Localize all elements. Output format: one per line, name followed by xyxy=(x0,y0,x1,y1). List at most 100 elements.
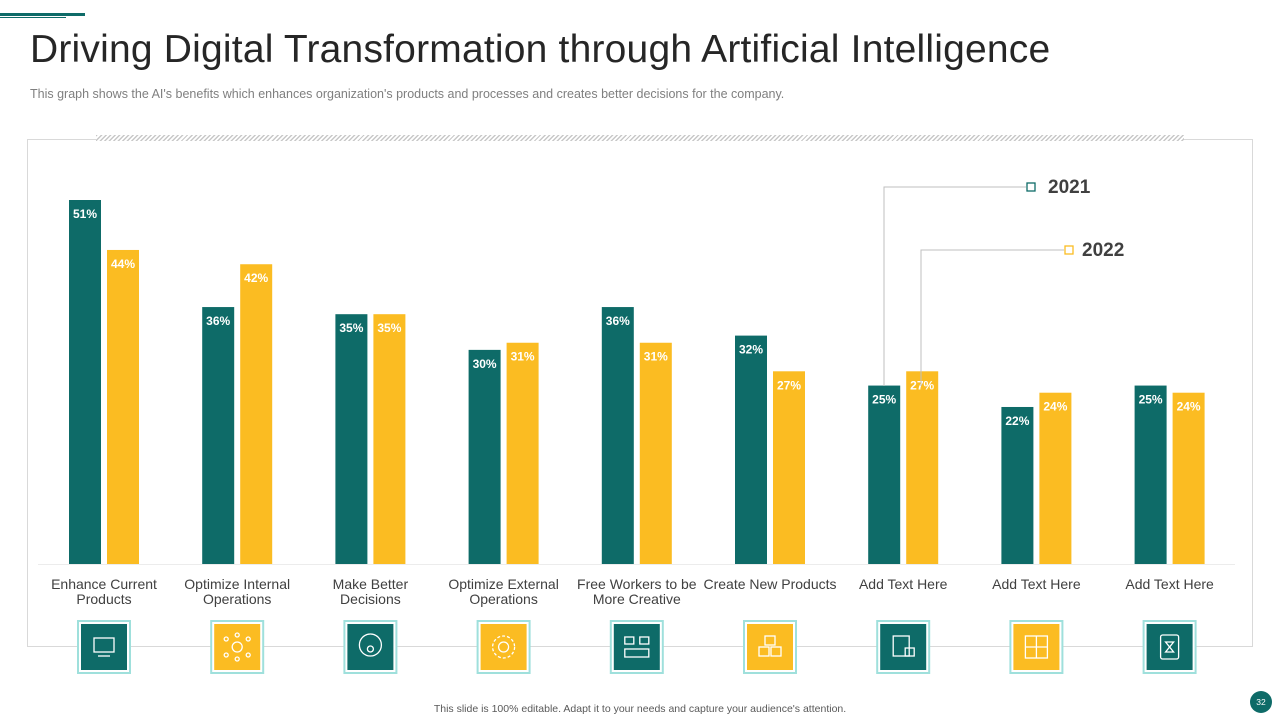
page-title: Driving Digital Transformation through A… xyxy=(30,28,1051,71)
bar-2022-7 xyxy=(906,371,939,564)
legend-swatch-2022 xyxy=(1064,245,1074,255)
legend-leader-line-2022 xyxy=(920,249,1064,386)
network-hub-icon-tile xyxy=(214,624,261,670)
data-label-2022-4: 31% xyxy=(511,350,535,364)
secure-printer-icon-glyph xyxy=(892,635,910,657)
bar-group-2: 36% 42% xyxy=(202,264,273,564)
network-hub-icon-glyph-node-1 xyxy=(245,636,251,642)
team-idea-icon-tile xyxy=(347,624,394,670)
bar-2021-4 xyxy=(468,349,501,564)
category-label-8: Add Text Here xyxy=(992,576,1081,592)
legend-label-2022: 2022 xyxy=(1082,240,1124,261)
bar-2022-3 xyxy=(373,314,406,564)
category-label-9: Add Text Here xyxy=(1125,576,1214,592)
data-label-2022-6: 27% xyxy=(777,378,801,392)
network-hub-icon-glyph-node-5 xyxy=(234,656,240,662)
category-label-2: Optimize Internal Operations xyxy=(184,576,290,607)
bar-group-3: 35% 35% xyxy=(335,314,406,564)
hourglass-phone-icon xyxy=(1142,620,1197,674)
meeting-chat-icon-glyph xyxy=(624,636,635,645)
data-label-2021-9: 25% xyxy=(1139,393,1163,407)
gear-cog-icon-glyph-hub xyxy=(497,641,510,653)
monitor-box-icon xyxy=(77,620,131,674)
bar-2022-6 xyxy=(773,371,805,564)
title-accent-line xyxy=(0,13,85,16)
data-label-2021-2: 36% xyxy=(206,314,230,328)
network-hub-icon xyxy=(210,620,265,674)
legend-leader-line-2021 xyxy=(883,186,1026,386)
data-label-2022-7: 27% xyxy=(910,378,934,392)
product-boxes-icon-tile xyxy=(747,624,793,670)
footer-note: This slide is 100% editable. Adapt it to… xyxy=(433,703,847,715)
hourglass-phone-icon-glyph-hourglass xyxy=(1164,641,1175,653)
bar-2021-8 xyxy=(1001,406,1034,564)
category-label-3: Make Better Decisions xyxy=(333,576,409,607)
bar-2022-9 xyxy=(1172,392,1205,564)
bar-2021-3 xyxy=(335,314,368,564)
legend-swatch-2021 xyxy=(1026,182,1036,192)
bar-2021-6 xyxy=(735,335,767,564)
category-label-7: Add Text Here xyxy=(859,576,948,592)
team-idea-icon-glyph-head xyxy=(366,645,375,653)
data-label-2022-5: 31% xyxy=(644,350,668,364)
bar-group-5: 36% 31% xyxy=(601,307,672,564)
secure-printer-icon xyxy=(876,620,931,674)
data-label-2021-1: 51% xyxy=(73,207,97,221)
category-label-5: Free Workers to be More Creative xyxy=(577,576,697,607)
data-label-2021-3: 35% xyxy=(339,321,363,335)
bar-2021-1 xyxy=(69,200,101,564)
bar-2022-5 xyxy=(639,342,672,564)
bar-2021-7 xyxy=(868,385,901,564)
product-boxes-icon-glyph xyxy=(758,646,770,657)
bar-2021-9 xyxy=(1134,385,1167,564)
product-boxes-icon-glyph-b xyxy=(770,646,782,657)
network-hub-icon-glyph-node-3 xyxy=(245,652,251,658)
monitor-box-icon-tile xyxy=(81,624,127,670)
data-label-2021-4: 30% xyxy=(473,357,497,371)
frame-hatch-decoration xyxy=(96,135,1184,141)
meeting-chat-icon xyxy=(609,620,664,674)
gear-cog-icon xyxy=(476,620,531,674)
network-hub-icon-glyph-node-0 xyxy=(223,636,229,642)
network-hub-icon-glyph-node-4 xyxy=(234,632,240,638)
network-hub-icon-glyph-node-2 xyxy=(223,652,229,658)
data-label-2021-5: 36% xyxy=(606,314,630,328)
legend-item-2021: 2021 xyxy=(883,177,1091,386)
hourglass-phone-icon-glyph xyxy=(1159,634,1180,660)
legend-label-2021: 2021 xyxy=(1048,177,1091,198)
legend-item-2022: 2022 xyxy=(920,240,1124,386)
data-label-2022-9: 24% xyxy=(1177,400,1201,414)
monitor-box-icon-glyph xyxy=(93,637,115,653)
category-label-4: Optimize External Operations xyxy=(448,576,558,607)
meeting-chat-icon-glyph-table xyxy=(624,648,650,658)
bar-group-4: 30% 31% xyxy=(468,342,539,564)
data-label-2022-1: 44% xyxy=(111,257,135,271)
category-label-6: Create New Products xyxy=(703,576,836,592)
bar-group-7: 25% 27% xyxy=(868,371,939,564)
product-boxes-icon xyxy=(743,620,797,674)
title-accent-underline xyxy=(0,17,66,18)
bar-2022-8 xyxy=(1039,392,1072,564)
bar-group-8: 22% 24% xyxy=(1001,392,1072,564)
meeting-chat-icon-glyph-b xyxy=(639,636,650,645)
secure-printer-icon-tile xyxy=(880,624,927,670)
bar-2022-2 xyxy=(240,264,273,564)
gear-cog-icon-glyph xyxy=(491,635,516,659)
secure-printer-icon-glyph-lock xyxy=(904,647,915,657)
product-boxes-icon-glyph-c xyxy=(764,635,776,646)
data-label-2022-3: 35% xyxy=(377,321,401,335)
page-subtitle: This graph shows the AI's benefits which… xyxy=(30,87,785,101)
page-number-badge: 32 xyxy=(1250,691,1272,713)
team-idea-icon xyxy=(343,620,398,674)
meeting-chat-icon-tile xyxy=(613,624,660,670)
bar-group-6: 32% 27% xyxy=(735,335,805,564)
bar-group-1: 51% 44% xyxy=(69,200,139,564)
bar-2022-4 xyxy=(506,342,539,564)
calculator-icon xyxy=(1009,620,1064,674)
data-label-2022-8: 24% xyxy=(1043,400,1067,414)
data-label-2022-2: 42% xyxy=(244,271,268,285)
network-hub-icon-glyph xyxy=(231,641,243,653)
data-label-2021-6: 32% xyxy=(739,343,763,357)
bar-2021-5 xyxy=(601,307,634,564)
